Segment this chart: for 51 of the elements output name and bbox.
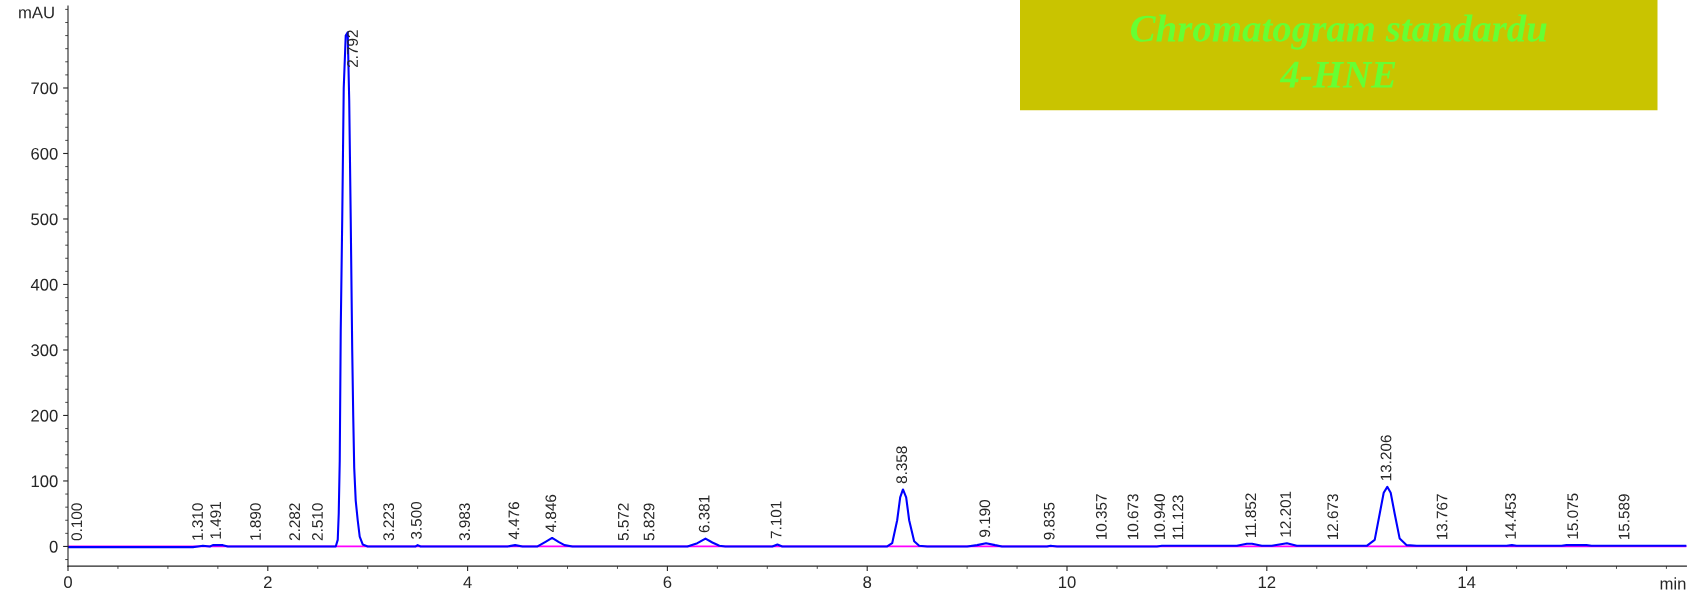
x-tick-label: 12: [1258, 576, 1276, 588]
y-tick-label: 400: [30, 278, 58, 291]
annotation: 2.792: [347, 30, 358, 67]
x-axis-title: min: [1660, 577, 1686, 590]
y-tick-label: 100: [31, 475, 58, 488]
annotation: 15.589: [1618, 494, 1630, 540]
annotation: 6.381: [698, 495, 710, 533]
y-tick-label: 500: [31, 213, 58, 226]
annotation: 5.572: [617, 503, 629, 541]
annotation: 10.357: [1095, 494, 1107, 540]
y-tick-label: 200: [31, 409, 58, 422]
y-tick-label: 600: [31, 147, 58, 160]
annotation: 3.500: [410, 501, 422, 539]
chart-title: Chromatogram standardu: [1130, 14, 1547, 50]
annotation: 3.223: [383, 503, 395, 541]
annotation: 1.310: [192, 503, 203, 540]
x-tick-label: 10: [1059, 576, 1076, 589]
y-tick-label: 700: [31, 82, 58, 95]
y-tick-label: 0: [49, 540, 58, 553]
annotation: 11.852: [1245, 493, 1257, 538]
annotation: 1.890: [250, 503, 261, 540]
annotation: 15.075: [1567, 493, 1579, 539]
x-tick-label: 0: [64, 576, 72, 589]
x-tick-label: 2: [264, 576, 272, 588]
annotation: 12.201: [1280, 491, 1291, 537]
annotation: 7.101: [770, 501, 782, 539]
annotation: 4.476: [508, 502, 520, 540]
annotation: 8.358: [896, 446, 908, 484]
annotation: 13.206: [1380, 435, 1392, 481]
x-tick-label: 14: [1458, 576, 1476, 588]
annotation: 9.835: [1043, 502, 1055, 540]
annotation: 3.983: [459, 503, 471, 541]
annotation: 0.100: [71, 503, 83, 541]
annotation: 11.123: [1172, 495, 1184, 540]
y-axis-title: mAU: [19, 6, 54, 19]
annotation: 4.846: [545, 494, 557, 533]
annotation: 9.190: [979, 499, 991, 537]
annotation: 1.491: [210, 502, 222, 539]
annotation: 13.767: [1436, 494, 1448, 540]
x-tick-label: 6: [663, 576, 672, 589]
annotation: 5.829: [643, 503, 655, 541]
x-tick-label: 4: [463, 576, 472, 588]
x-tick-label: 8: [863, 576, 872, 589]
annotation: 10.940: [1154, 494, 1166, 540]
annotation: 2.282: [289, 503, 301, 541]
annotation: 12.673: [1327, 494, 1339, 540]
y-tick-label: 300: [31, 344, 58, 357]
annotation: 10.673: [1127, 494, 1139, 540]
text: 4-HNE: [1279, 61, 1396, 88]
annotation: 2.510: [312, 503, 323, 541]
annotation: 14.453: [1505, 493, 1516, 539]
